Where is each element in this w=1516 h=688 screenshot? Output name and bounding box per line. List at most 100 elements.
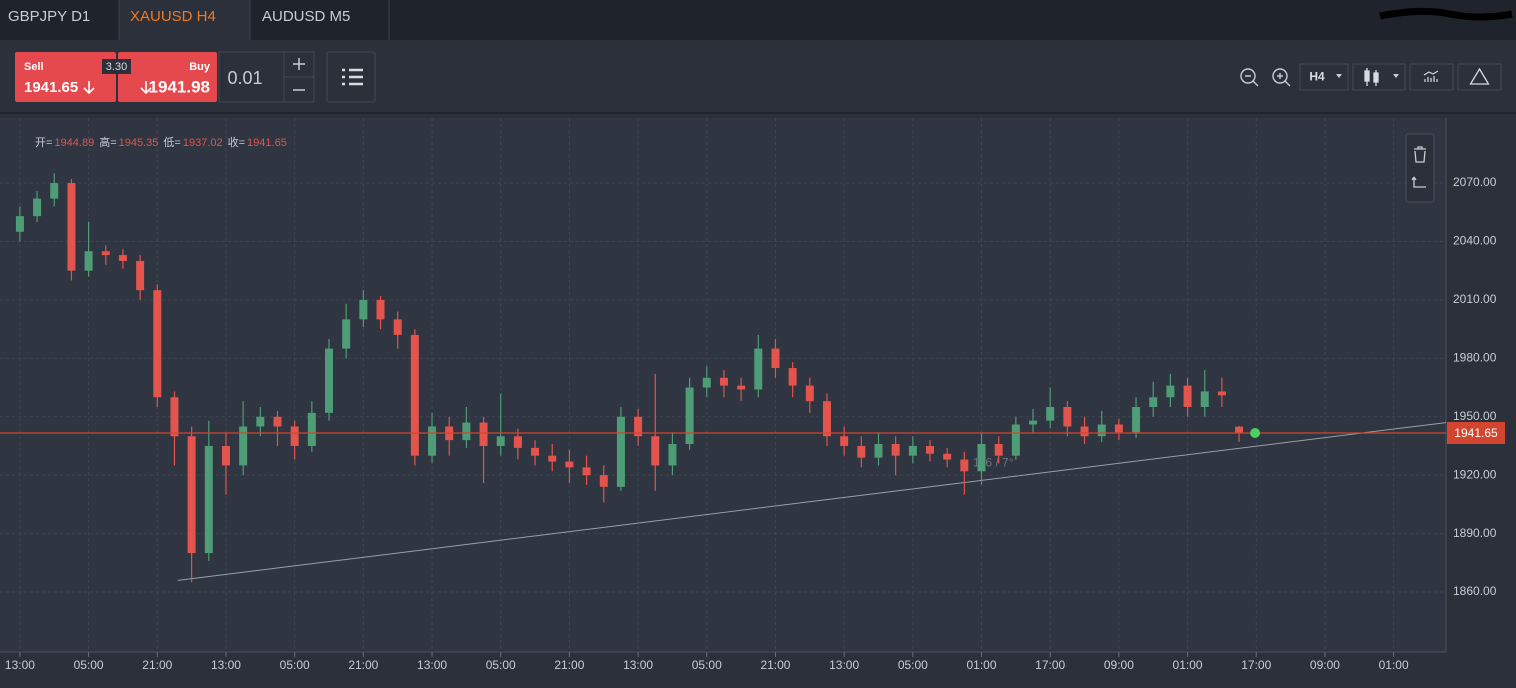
candle: [737, 377, 746, 402]
buy-label: Buy: [189, 61, 211, 73]
x-tick-label: 13:00: [623, 658, 653, 672]
candle: [634, 408, 643, 446]
tab[interactable]: AUDUSD M5: [262, 8, 350, 25]
indicator-icon: [1423, 70, 1439, 82]
ohlc-label: 开=: [35, 137, 52, 149]
candle: [136, 255, 145, 300]
price-tag-label: 1941.65: [1454, 426, 1498, 440]
candle-body: [33, 198, 42, 217]
list-icon: [342, 68, 363, 86]
x-tick-label: 05:00: [898, 658, 928, 672]
candle-body: [788, 368, 797, 386]
candle: [118, 249, 127, 269]
candle: [822, 393, 831, 446]
undo-icon[interactable]: [1411, 176, 1426, 188]
ohlc-header: 开= 1944.89 高= 1945.35 低= 1937.02 收= 1941.65: [35, 135, 287, 149]
y-tick-label: 1860.00: [1453, 584, 1497, 598]
x-tick-label: 13:00: [5, 658, 35, 672]
dropdown-icon: [1393, 74, 1399, 78]
candle: [857, 436, 866, 468]
sell-label: Sell: [24, 61, 44, 73]
candle-body: [994, 444, 1003, 456]
candle: [428, 412, 437, 464]
plus-minus-icon[interactable]: [293, 58, 305, 91]
candle-body: [1011, 424, 1020, 456]
candle-body: [410, 334, 419, 456]
candle: [204, 420, 213, 561]
candle-body: [393, 319, 402, 335]
candle-body: [342, 319, 351, 349]
candle: [1235, 425, 1244, 443]
indicator-button[interactable]: [1409, 63, 1454, 91]
candle: [805, 377, 814, 413]
candle-body: [84, 251, 93, 271]
candle-body: [668, 444, 677, 466]
candle-body: [50, 183, 59, 199]
candle-body: [651, 436, 660, 466]
arrow-icon: [83, 81, 95, 95]
y-tick-label: 2040.00: [1453, 234, 1497, 248]
candle: [1166, 373, 1175, 408]
candle: [1217, 377, 1226, 408]
candle-body: [1114, 424, 1123, 433]
candle-body: [822, 401, 831, 437]
candle: [170, 391, 179, 466]
candle: [187, 426, 196, 583]
candle-body: [1132, 407, 1141, 433]
candle-body: [771, 348, 780, 369]
candle-body: [531, 447, 540, 456]
candle: [685, 377, 694, 450]
timeframe-select[interactable]: [1299, 63, 1349, 91]
drawing-tools-panel: [1405, 133, 1435, 203]
candle-body: [15, 216, 24, 232]
candle-body: [170, 397, 179, 437]
chart-type-select[interactable]: [1352, 63, 1406, 91]
ohlc-value: 1944.89: [54, 137, 94, 149]
y-tick-label: 2010.00: [1453, 292, 1497, 306]
candle-body: [325, 348, 334, 413]
ohlc-label: 收=: [228, 135, 245, 149]
candle: [1029, 408, 1038, 433]
candle-icon: [1364, 68, 1379, 86]
ohlc-value: 1941.65: [247, 137, 287, 149]
candle-body: [67, 183, 76, 271]
y-tick-label: 2070.00: [1453, 175, 1497, 189]
spread-bg: [102, 59, 131, 74]
candle-body: [359, 299, 368, 320]
candle-body: [376, 299, 385, 320]
candle-body: [256, 416, 265, 427]
candle: [290, 420, 299, 460]
candle-body: [1200, 391, 1209, 408]
candle: [462, 407, 471, 448]
candle-body: [1080, 426, 1089, 437]
sell-button[interactable]: [15, 52, 116, 102]
delete-icon[interactable]: [1414, 146, 1426, 163]
candles: 116 / 7°: [0, 173, 1447, 583]
candle-body: [153, 290, 162, 398]
candle-body: [479, 422, 488, 446]
candle: [307, 401, 316, 452]
candle-body: [1183, 385, 1192, 408]
triangle-icon: [1469, 67, 1490, 85]
spread: 3.30: [106, 61, 127, 73]
candle: [977, 432, 986, 485]
candle: [651, 373, 660, 491]
tab[interactable]: XAUUSD H4: [130, 8, 216, 25]
zoom-icons[interactable]: [1240, 68, 1291, 87]
candle: [1063, 401, 1072, 437]
candle: [1097, 410, 1106, 443]
candle: [325, 338, 334, 421]
candle: [359, 290, 368, 328]
trendline: [177, 422, 1447, 581]
candle-body: [1046, 407, 1055, 421]
candle-body: [874, 444, 883, 458]
tab[interactable]: GBPJPY D1: [8, 8, 90, 25]
x-tick-label: 01:00: [1379, 658, 1409, 672]
ohlc-value: 1937.02: [183, 137, 223, 149]
candle-body: [273, 416, 282, 427]
candle: [33, 190, 42, 222]
candle: [616, 407, 625, 491]
x-tick-label: 05:00: [280, 658, 310, 672]
y-tick-label: 1980.00: [1453, 350, 1497, 364]
